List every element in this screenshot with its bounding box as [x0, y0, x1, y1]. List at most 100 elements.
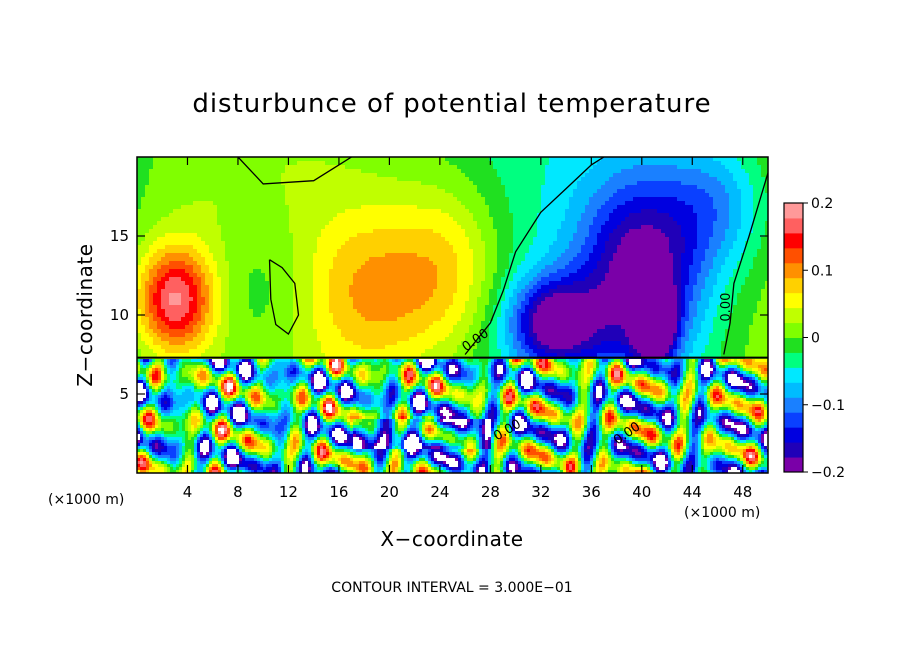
field-cell	[165, 185, 170, 190]
field-cell	[425, 237, 430, 242]
field-cell	[369, 205, 374, 210]
field-cell	[249, 197, 254, 202]
field-cell	[161, 317, 166, 322]
field-cell	[429, 309, 434, 314]
field-cell	[217, 205, 222, 210]
field-cell	[273, 169, 278, 174]
field-cell	[397, 269, 402, 274]
field-cell	[241, 289, 246, 294]
field-cell	[441, 345, 446, 350]
field-cell	[313, 345, 318, 350]
field-cell	[309, 257, 314, 262]
field-cell	[265, 189, 270, 194]
field-cell	[249, 249, 254, 254]
field-cell	[509, 229, 514, 234]
field-cell	[241, 229, 246, 234]
field-cell	[457, 161, 462, 166]
field-cell	[273, 253, 278, 258]
field-cell	[449, 237, 454, 242]
field-cell	[329, 345, 334, 350]
field-cell	[473, 337, 478, 342]
field-cell	[509, 197, 514, 202]
field-cell	[269, 173, 274, 178]
field-cell	[409, 185, 414, 190]
field-cell	[513, 257, 518, 262]
field-cell	[461, 305, 466, 310]
field-cell	[193, 233, 198, 238]
field-cell	[185, 197, 190, 202]
field-cell	[441, 245, 446, 250]
field-cell	[337, 177, 342, 182]
field-cell	[221, 273, 226, 278]
field-cell	[321, 245, 326, 250]
field-cell	[277, 213, 282, 218]
field-cell	[441, 209, 446, 214]
field-cell	[317, 333, 322, 338]
field-cell	[373, 281, 378, 286]
field-cell	[433, 265, 438, 270]
field-cell	[341, 161, 346, 166]
field-cell	[505, 181, 510, 186]
field-cell	[365, 177, 370, 182]
field-cell	[249, 209, 254, 214]
field-cell	[205, 293, 210, 298]
field-cell	[353, 205, 358, 210]
field-cell	[513, 261, 518, 266]
field-cell	[509, 269, 514, 274]
field-cell	[377, 161, 382, 166]
field-cell	[389, 337, 394, 342]
field-cell	[401, 157, 406, 162]
field-cell	[489, 161, 494, 166]
field-cell	[393, 325, 398, 330]
field-cell	[353, 301, 358, 306]
field-cell	[313, 169, 318, 174]
field-cell	[265, 345, 270, 350]
field-cell	[461, 201, 466, 206]
field-cell	[429, 293, 434, 298]
field-cell	[393, 177, 398, 182]
field-cell	[421, 353, 426, 358]
field-cell	[465, 325, 470, 330]
field-cell	[329, 333, 334, 338]
field-cell	[261, 157, 266, 162]
field-cell	[481, 257, 486, 262]
field-cell	[337, 305, 342, 310]
field-cell	[245, 197, 250, 202]
field-cell	[345, 297, 350, 302]
field-cell	[309, 329, 314, 334]
field-cell	[397, 261, 402, 266]
field-cell	[441, 229, 446, 234]
field-cell	[525, 313, 530, 318]
field-cell	[145, 285, 150, 290]
field-cell	[165, 173, 170, 178]
field-cell	[445, 205, 450, 210]
field-cell	[513, 225, 518, 230]
field-cell	[429, 325, 434, 330]
field-cell	[381, 161, 386, 166]
field-cell	[221, 185, 226, 190]
field-cell	[181, 221, 186, 226]
field-cell	[289, 261, 294, 266]
field-cell	[245, 225, 250, 230]
field-cell	[217, 329, 222, 334]
field-cell	[513, 169, 518, 174]
field-cell	[245, 169, 250, 174]
field-cell	[521, 301, 526, 306]
field-cell	[505, 313, 510, 318]
field-cell	[345, 181, 350, 186]
field-cell	[429, 189, 434, 194]
field-cell	[461, 233, 466, 238]
field-cell	[193, 277, 198, 282]
field-cell	[505, 329, 510, 334]
field-cell	[393, 261, 398, 266]
field-cell	[257, 181, 262, 186]
field-cell	[461, 173, 466, 178]
field-cell	[333, 321, 338, 326]
field-cell	[165, 305, 170, 310]
field-cell	[385, 213, 390, 218]
field-cell	[229, 253, 234, 258]
field-cell	[509, 173, 514, 178]
field-cell	[205, 193, 210, 198]
field-cell	[329, 169, 334, 174]
field-cell	[213, 197, 218, 202]
